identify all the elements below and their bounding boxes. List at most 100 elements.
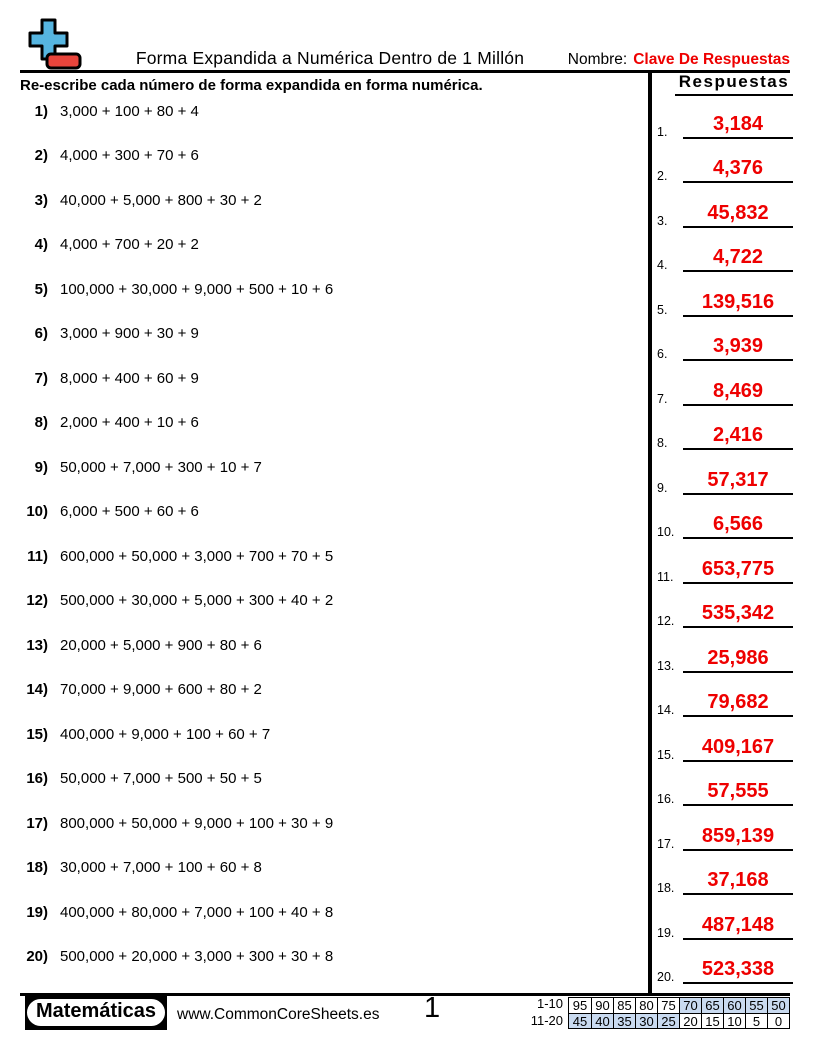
answer-row: 4. 4,722 — [650, 228, 816, 272]
answer-row: 19. 487,148 — [650, 895, 816, 940]
score-cell: 45 — [569, 1012, 591, 1029]
problem-expression: 6,000 + 500 + 60 + 6 — [60, 503, 199, 521]
problem-number: 13) — [26, 636, 48, 654]
score-cell: 35 — [613, 1012, 635, 1029]
problem-row: 18) 30,000 + 7,000 + 100 + 60 + 8 — [20, 846, 640, 891]
problem-number: 14) — [26, 681, 48, 699]
problem-expression: 400,000 + 9,000 + 100 + 60 + 7 — [60, 725, 271, 743]
problem-expression: 50,000 + 7,000 + 300 + 10 + 7 — [60, 458, 262, 476]
problem-expression: 3,000 + 100 + 80 + 4 — [60, 102, 199, 120]
problem-row: 6) 3,000 + 900 + 30 + 9 — [20, 312, 640, 357]
answer-number: 10. — [657, 525, 675, 539]
problem-row: 11) 600,000 + 50,000 + 3,000 + 700 + 70 … — [20, 534, 640, 579]
answer-value: 57,555 — [707, 780, 769, 802]
problem-expression: 600,000 + 50,000 + 3,000 + 700 + 70 + 5 — [60, 547, 334, 565]
answer-number: 16. — [657, 792, 675, 806]
answer-value: 45,832 — [707, 201, 769, 224]
problem-number: 8) — [34, 414, 48, 432]
answer-row: 1. 3,184 — [650, 94, 816, 139]
answer-number: 20. — [657, 970, 675, 984]
problem-expression: 500,000 + 30,000 + 5,000 + 300 + 40 + 2 — [60, 592, 334, 610]
problem-row: 10) 6,000 + 500 + 60 + 6 — [20, 490, 640, 535]
answer-value: 4,722 — [712, 246, 764, 268]
problem-row: 3) 40,000 + 5,000 + 800 + 30 + 2 — [20, 178, 640, 223]
score-cell: 50 — [767, 997, 789, 1013]
answer-number: 13. — [657, 658, 675, 673]
answer-blank-line — [683, 314, 793, 317]
brand-logo: Matemáticas — [25, 995, 167, 1030]
problem-number: 3) — [34, 191, 48, 209]
problem-expression: 8,000 + 400 + 60 + 9 — [60, 369, 199, 387]
score-cell: 75 — [657, 997, 679, 1013]
answers-list: 1. 3,184 2. 4,376 3. 45,832 4. 4,722 5. … — [650, 94, 816, 984]
answer-value: 79,682 — [707, 691, 769, 713]
answer-blank-line — [683, 136, 793, 139]
problem-row: 12) 500,000 + 30,000 + 5,000 + 300 + 40 … — [20, 579, 640, 624]
problem-row: 7) 8,000 + 400 + 60 + 9 — [20, 356, 640, 401]
answer-row: 13. 25,986 — [650, 628, 816, 673]
score-cell: 85 — [613, 997, 635, 1013]
score-grid: 95 90 85 80 75 70 65 60 55 50 45 40 35 30 25 20 15 10 5 0 — [568, 996, 790, 1029]
worksheet-title: Forma Expandida a Numérica Dentro de 1 M… — [135, 48, 525, 68]
problem-number: 15) — [26, 725, 48, 743]
answer-row: 8. 2,416 — [650, 406, 816, 450]
problem-expression: 20,000 + 5,000 + 900 + 80 + 6 — [60, 636, 262, 654]
answer-blank-line — [683, 715, 793, 717]
answer-number: 4. — [657, 258, 668, 272]
score-cell: 55 — [745, 997, 767, 1013]
problem-number: 2) — [34, 147, 48, 165]
problem-number: 12) — [26, 592, 48, 610]
answer-row: 7. 8,469 — [650, 361, 816, 406]
problem-number: 17) — [26, 814, 48, 832]
answers-title: Respuestas — [652, 72, 816, 96]
score-label-1-10: 1-10 — [536, 996, 563, 1011]
problem-number: 9) — [34, 458, 48, 476]
answer-row: 16. 57,555 — [650, 762, 816, 806]
brand-name: Matemáticas — [26, 999, 166, 1026]
score-cell: 10 — [723, 1012, 745, 1029]
problem-number: 1) — [34, 102, 48, 120]
answers-column-divider — [648, 73, 652, 993]
answer-blank-line — [683, 225, 793, 228]
problem-number: 16) — [26, 770, 48, 788]
answer-number: 9. — [657, 480, 668, 495]
answer-blank-line — [683, 403, 793, 406]
answer-blank-line — [683, 804, 793, 806]
problem-row: 13) 20,000 + 5,000 + 900 + 80 + 6 — [20, 623, 640, 668]
answer-row: 5. 139,516 — [650, 272, 816, 317]
instruction-text: Re-escribe cada número de forma expandid… — [20, 77, 483, 94]
problem-row: 4) 4,000 + 700 + 20 + 2 — [20, 223, 640, 268]
answer-number: 8. — [657, 436, 668, 450]
answer-value: 859,139 — [701, 824, 775, 847]
answer-value: 37,168 — [707, 869, 769, 891]
answer-number: 19. — [657, 925, 675, 940]
answer-blank-line — [683, 848, 793, 851]
score-label-11-20: 11-20 — [530, 1012, 563, 1028]
answer-row: 9. 57,317 — [650, 450, 816, 495]
score-cell: 25 — [657, 1012, 679, 1029]
problem-row: 1) 3,000 + 100 + 80 + 4 — [20, 89, 640, 134]
problem-row: 14) 70,000 + 9,000 + 600 + 80 + 2 — [20, 668, 640, 713]
problem-number: 10) — [26, 503, 48, 521]
answer-blank-line — [683, 181, 793, 183]
score-cell: 95 — [572, 997, 588, 1013]
score-cell: 15 — [701, 1012, 723, 1029]
problem-row: 2) 4,000 + 300 + 70 + 6 — [20, 134, 640, 179]
problem-number: 7) — [34, 369, 48, 387]
answer-row: 17. 859,139 — [650, 806, 816, 851]
answer-row: 2. 4,376 — [650, 139, 816, 183]
problem-expression: 3,000 + 900 + 30 + 9 — [60, 325, 199, 343]
score-row-2: 45 40 35 30 25 20 15 10 5 0 — [569, 1012, 789, 1029]
answer-value: 2,416 — [712, 424, 764, 446]
problem-number: 18) — [26, 859, 48, 877]
problem-number: 20) — [26, 948, 48, 966]
answer-value: 653,775 — [701, 557, 775, 580]
problem-expression: 2,000 + 400 + 10 + 6 — [60, 414, 199, 432]
score-cell: 70 — [679, 997, 701, 1013]
answer-value: 6,566 — [712, 513, 764, 535]
problem-expression: 70,000 + 9,000 + 600 + 80 + 2 — [60, 681, 262, 699]
score-cell: 30 — [635, 1012, 657, 1029]
answer-number: 5. — [657, 302, 668, 317]
problem-expression: 40,000 + 5,000 + 800 + 30 + 2 — [60, 191, 262, 209]
answer-value: 25,986 — [707, 646, 769, 669]
